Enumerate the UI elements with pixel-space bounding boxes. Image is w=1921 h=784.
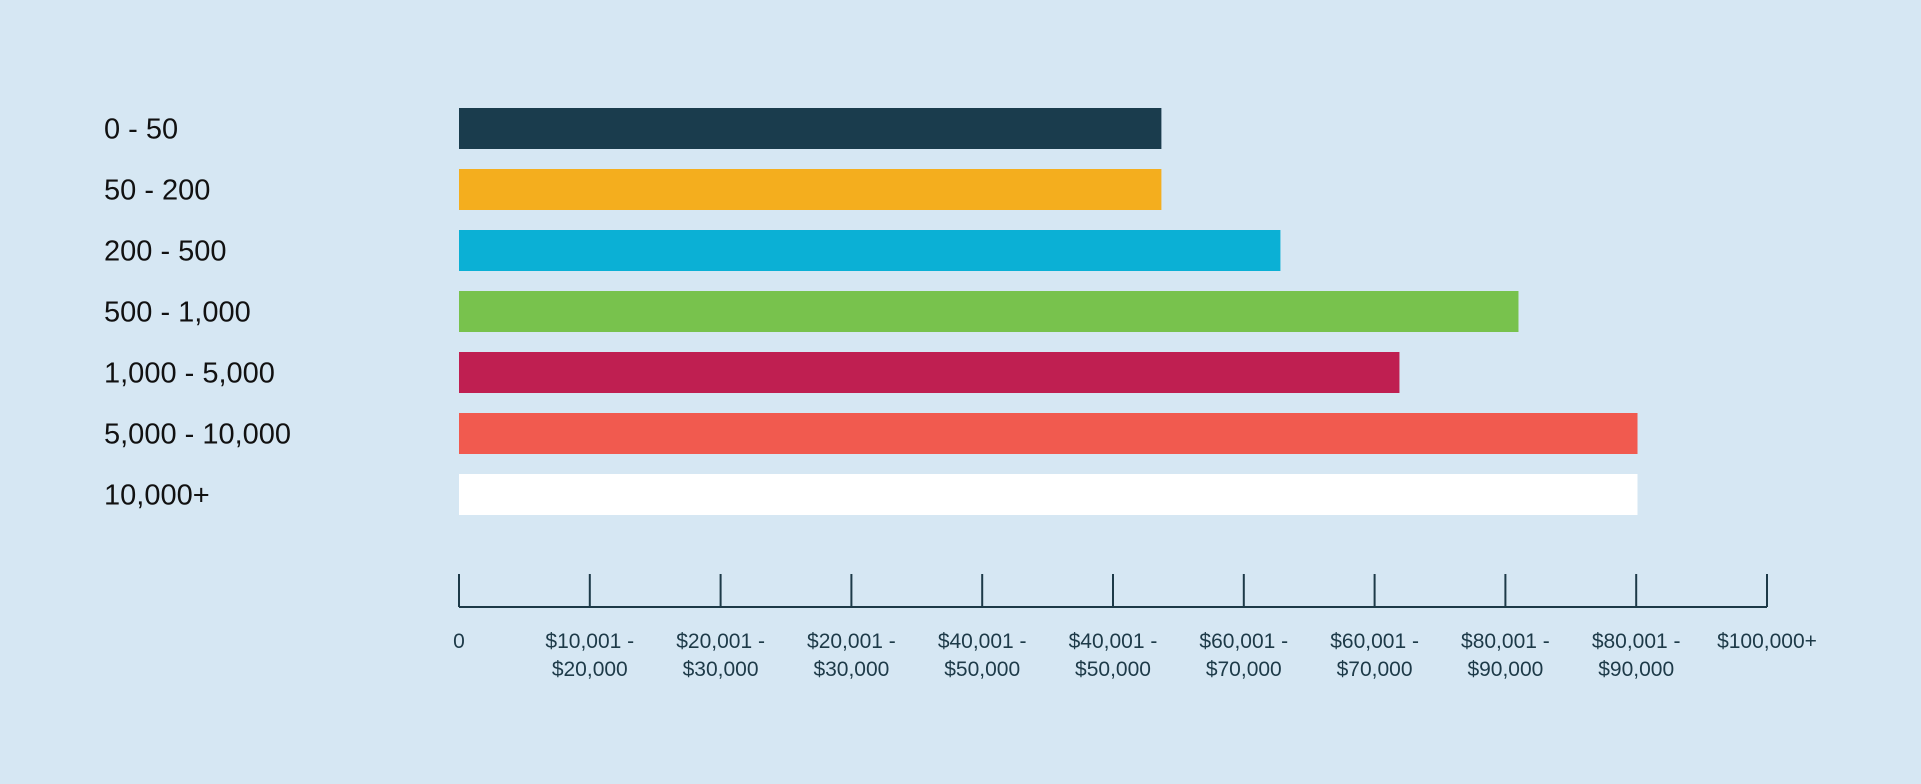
x-tick-label-line: $30,000 bbox=[813, 658, 889, 681]
x-tick-label: $60,001 - $70,000 bbox=[1199, 630, 1288, 681]
x-tick-label-line: 0 bbox=[453, 630, 465, 653]
x-tick-label-line: $90,000 bbox=[1598, 658, 1674, 681]
bar-3 bbox=[459, 291, 1519, 332]
category-label: 10,000+ bbox=[104, 480, 210, 512]
x-tick-label-line: $20,001 - bbox=[676, 630, 765, 653]
bar-1 bbox=[459, 169, 1162, 210]
bar-0 bbox=[459, 108, 1162, 149]
bar-2 bbox=[459, 230, 1281, 271]
x-tick-label: $40,001 - $50,000 bbox=[938, 630, 1027, 681]
x-tick-label: $80,001 - $90,000 bbox=[1592, 630, 1681, 681]
x-tick-label: $100,000+ bbox=[1717, 630, 1817, 653]
category-label: 5,000 - 10,000 bbox=[104, 419, 291, 451]
x-tick-label-line: $20,000 bbox=[552, 658, 628, 681]
x-tick-label: $10,001 - $20,000 bbox=[545, 630, 634, 681]
x-tick-label-line: $20,001 - bbox=[807, 630, 896, 653]
x-tick-label: $40,001 - $50,000 bbox=[1069, 630, 1158, 681]
category-labels: 0 - 50 50 - 200 200 - 500 500 - 1,000 1,000 … bbox=[104, 114, 291, 512]
bar-6 bbox=[459, 474, 1638, 515]
x-tick-label-line: $10,001 - bbox=[545, 630, 634, 653]
x-tick-label: $80,001 - $90,000 bbox=[1461, 630, 1550, 681]
category-label: 1,000 - 5,000 bbox=[104, 358, 275, 390]
x-tick-label-line: $90,000 bbox=[1467, 658, 1543, 681]
x-tick-label-line: $70,000 bbox=[1206, 658, 1282, 681]
x-tick-label-line: $60,001 - bbox=[1199, 630, 1288, 653]
x-tick-label-line: $50,000 bbox=[1075, 658, 1151, 681]
bars-group bbox=[459, 108, 1638, 515]
x-tick-label-line: $50,000 bbox=[944, 658, 1020, 681]
x-tick-label: $20,001 - $30,000 bbox=[807, 630, 896, 681]
category-label: 500 - 1,000 bbox=[104, 297, 251, 329]
x-axis: 0 $10,001 -$20,000$20,001 -$30,000$20,001… bbox=[453, 574, 1817, 681]
category-label: 200 - 500 bbox=[104, 236, 227, 268]
category-label: 50 - 200 bbox=[104, 175, 210, 207]
x-tick-label-line: $70,000 bbox=[1337, 658, 1413, 681]
x-tick-label: $60,001 - $70,000 bbox=[1330, 630, 1419, 681]
x-tick-label-line: $60,001 - bbox=[1330, 630, 1419, 653]
x-tick-label: $20,001 - $30,000 bbox=[676, 630, 765, 681]
x-tick-label-line: $80,001 - bbox=[1461, 630, 1550, 653]
x-tick-label-line: $30,000 bbox=[683, 658, 759, 681]
x-tick-label: 0 bbox=[453, 630, 465, 653]
x-tick-label-line: $40,001 - bbox=[1069, 630, 1158, 653]
x-tick-label-line: $80,001 - bbox=[1592, 630, 1681, 653]
bar-4 bbox=[459, 352, 1400, 393]
x-tick-label-line: $40,001 - bbox=[938, 630, 1027, 653]
bar-5 bbox=[459, 413, 1638, 454]
x-tick-label-line: $100,000+ bbox=[1717, 630, 1817, 653]
category-label: 0 - 50 bbox=[104, 114, 178, 146]
